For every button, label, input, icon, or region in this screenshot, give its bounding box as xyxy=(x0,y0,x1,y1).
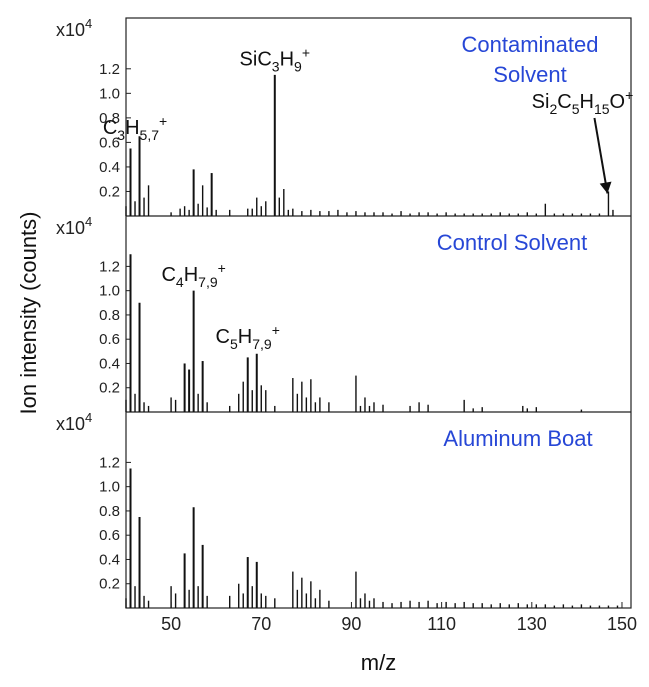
y-tick-label: 0.2 xyxy=(99,380,120,397)
y-tick-label: 0.8 xyxy=(99,307,120,324)
x-tick-label: 90 xyxy=(341,614,361,634)
x-tick-label: 70 xyxy=(251,614,271,634)
ion-annotation: C3H5,7+ xyxy=(103,113,167,143)
annotation-arrowhead xyxy=(599,181,612,194)
y-tick-label: 0.4 xyxy=(99,551,120,568)
y-multiplier-label: x104 xyxy=(56,410,92,434)
y-tick-label: 0.2 xyxy=(99,183,120,200)
ion-annotation-part: 3 xyxy=(272,58,280,74)
y-tick-label: 1.0 xyxy=(99,283,120,300)
ion-annotation-part: H xyxy=(280,48,294,70)
panel-title: Contaminated xyxy=(462,32,599,57)
multiplier-base: x10 xyxy=(56,218,85,238)
panel-title: Solvent xyxy=(493,62,566,87)
multiplier-exponent: 4 xyxy=(85,410,92,425)
chart-labels: 0.20.40.60.81.01.2x104ContaminatedSolven… xyxy=(16,16,637,675)
ion-annotation-part: + xyxy=(625,87,633,103)
ion-annotation-part: 7,9 xyxy=(252,336,272,352)
ion-annotation-part: H xyxy=(238,326,252,348)
y-tick-label: 0.6 xyxy=(99,134,120,151)
y-tick-label: 0.8 xyxy=(99,503,120,520)
y-axis-label: Ion intensity (counts) xyxy=(16,212,41,415)
ion-annotation-part: C xyxy=(161,264,175,286)
y-tick-label: 1.2 xyxy=(99,61,120,78)
chart-marks xyxy=(125,74,619,608)
ion-annotation-part: 9 xyxy=(294,58,302,74)
y-tick-label: 0.2 xyxy=(99,576,120,593)
ion-annotation-part: H xyxy=(579,91,593,113)
x-tick-label: 130 xyxy=(517,614,547,634)
x-axis-label: m/z xyxy=(361,650,396,675)
y-multiplier-label: x104 xyxy=(56,214,92,238)
ion-annotation: C5H7,9+ xyxy=(216,322,280,352)
ion-annotation: SiC3H9+ xyxy=(240,44,310,74)
x-tick-label: 150 xyxy=(607,614,637,634)
annotation-arrow xyxy=(593,117,609,194)
multiplier-base: x10 xyxy=(56,20,85,40)
multiplier-exponent: 4 xyxy=(85,16,92,31)
ion-annotation-part: H xyxy=(125,117,139,139)
y-tick-label: 1.2 xyxy=(99,258,120,275)
ion-annotation-part: C xyxy=(216,326,230,348)
y-tick-label: 0.6 xyxy=(99,331,120,348)
ion-annotation-part: C xyxy=(557,91,571,113)
plot-border xyxy=(125,17,632,609)
ion-annotation-part: 7,9 xyxy=(198,274,218,290)
ion-annotation-part: + xyxy=(159,113,167,129)
y-tick-label: 0.4 xyxy=(99,355,120,372)
y-multiplier-label: x104 xyxy=(56,16,92,40)
ion-annotation-part: + xyxy=(218,260,226,276)
ion-annotation-part: Si xyxy=(532,91,550,113)
ion-annotation-part: + xyxy=(272,322,280,338)
ion-annotation-part: 4 xyxy=(176,274,184,290)
ion-annotation-part: 3 xyxy=(117,127,125,143)
ion-annotation-part: H xyxy=(184,264,198,286)
ion-annotation-part: O xyxy=(610,91,626,113)
ion-annotation: Si2C5H15O+ xyxy=(532,87,634,117)
y-tick-label: 0.8 xyxy=(99,110,120,127)
ion-annotation-part: 5,7 xyxy=(140,127,160,143)
ion-annotation: C4H7,9+ xyxy=(161,260,225,290)
panel-title: Control Solvent xyxy=(437,230,587,255)
ion-annotation-part: 5 xyxy=(230,336,238,352)
ion-annotation-part: + xyxy=(302,44,310,60)
y-tick-label: 1.0 xyxy=(99,85,120,102)
x-tick-label: 110 xyxy=(427,614,456,634)
panel-title: Aluminum Boat xyxy=(443,426,592,451)
x-tick-label: 50 xyxy=(161,614,181,634)
y-tick-label: 0.6 xyxy=(99,527,120,544)
ion-annotation-part: SiC xyxy=(240,48,272,70)
y-tick-label: 1.0 xyxy=(99,479,120,496)
y-tick-label: 0.4 xyxy=(99,159,120,176)
multiplier-exponent: 4 xyxy=(85,214,92,229)
multiplier-base: x10 xyxy=(56,414,85,434)
ion-annotation-part: C xyxy=(103,117,117,139)
ion-annotation-part: 15 xyxy=(594,101,610,117)
ion-annotation-part: 2 xyxy=(549,101,557,117)
y-tick-label: 1.2 xyxy=(99,454,120,471)
ion-annotation-part: 5 xyxy=(572,101,580,117)
